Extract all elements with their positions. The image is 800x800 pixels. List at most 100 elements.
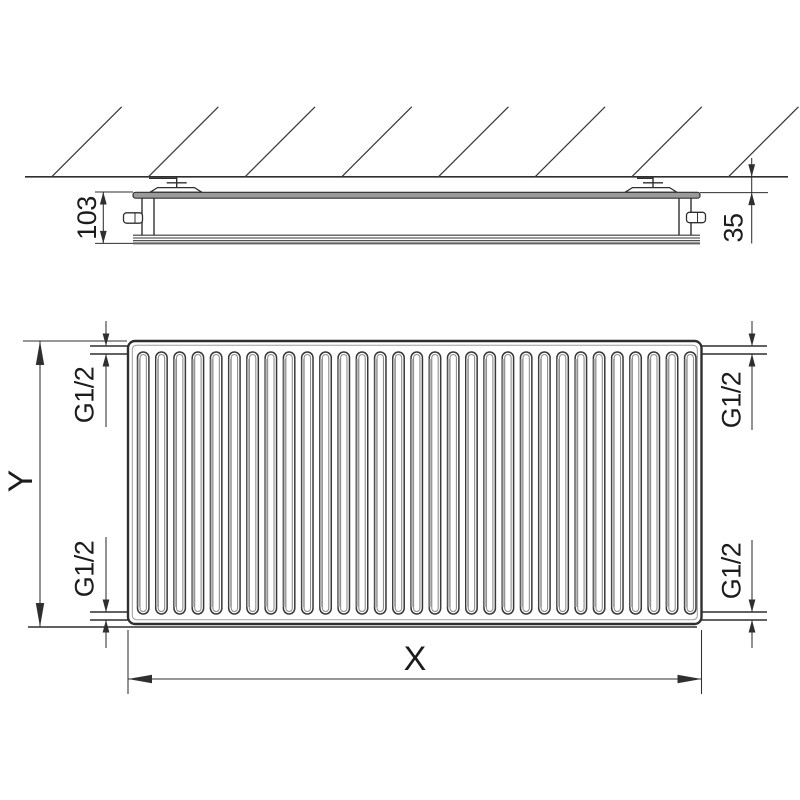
connection-thread-label: G1/2 [716, 372, 746, 429]
fin-inner-channel [139, 353, 147, 613]
connection-stub-bottom-right [701, 611, 767, 621]
fin-inner-channel [267, 353, 275, 613]
fin [683, 351, 697, 615]
fin [300, 351, 314, 615]
connection-thread-label: G1/2 [69, 367, 99, 424]
fin [373, 351, 387, 615]
fin-inner-channel [485, 353, 494, 613]
fin [209, 351, 223, 615]
fin [629, 351, 643, 615]
fin [319, 351, 333, 615]
radiator-inner-outline [131, 344, 698, 621]
fin [392, 351, 405, 615]
arrowhead-up [102, 354, 110, 367]
dimension-depth-103: 103 [72, 191, 133, 244]
fin-inner-channel [248, 353, 257, 613]
dimension-connection-top-left: G1/2 [69, 321, 110, 427]
fin [264, 351, 278, 615]
side-connection-left [122, 212, 144, 224]
connection-stub-top-left [90, 345, 128, 355]
fin [464, 351, 478, 615]
hatch-line [728, 106, 799, 178]
arrowhead-right [677, 674, 702, 684]
connection-fitting [122, 212, 144, 224]
fin-inner-channel [358, 353, 366, 613]
hatch-line [51, 106, 123, 178]
connection-thread-label: G1/2 [69, 541, 99, 598]
hatch-line [341, 106, 413, 178]
arrowhead-down [748, 164, 756, 177]
arrowhead-up [748, 354, 756, 367]
side-back-panel [132, 191, 701, 199]
connection-stub-top-right [701, 345, 767, 355]
dimension-wall-distance-35: 35 [700, 158, 768, 244]
wall-distance-dimension-label: 35 [718, 213, 748, 242]
fin-inner-channel [212, 353, 220, 613]
top-view-side-section: 103 35 [25, 106, 799, 245]
fin-inner-channel [558, 353, 567, 613]
fin-inner-channel [631, 353, 640, 613]
fin-inner-channel [613, 353, 622, 613]
dimension-connection-bottom-right: G1/2 [716, 540, 756, 648]
fin-inner-channel [412, 353, 421, 613]
fin-inner-channel [540, 353, 549, 613]
fin [446, 351, 460, 615]
fin-inner-channel [504, 353, 512, 613]
fin [246, 351, 260, 615]
fin-inner-channel [577, 353, 585, 613]
fin-inner-channel [467, 353, 476, 613]
fin [574, 351, 588, 615]
fin [556, 351, 570, 615]
radiator-side-profile [122, 191, 707, 245]
fin-inner-channel [285, 353, 293, 613]
arrowhead-down [102, 599, 110, 612]
dimension-connection-bottom-left: G1/2 [69, 537, 110, 648]
fin-inner-channel [668, 353, 676, 613]
connection-fitting [685, 211, 707, 224]
arrowhead-up [748, 192, 756, 206]
arrowhead-up [748, 620, 756, 633]
hatch-line [631, 106, 703, 178]
wall-hatching [51, 106, 799, 178]
arrowhead-up [35, 341, 45, 365]
fin [537, 351, 551, 615]
fin [592, 351, 606, 615]
fin [501, 351, 515, 615]
fin-inner-channel [175, 353, 184, 613]
width-dimension-label: X [404, 640, 427, 678]
arrowhead-left [128, 674, 152, 684]
height-dimension-label: Y [2, 470, 40, 493]
fin [428, 351, 442, 615]
fin-inner-channel [303, 353, 312, 613]
dimension-height-y: Y [2, 340, 127, 627]
arrowhead-down [102, 333, 110, 346]
fin-inner-channel [522, 353, 530, 613]
fin [227, 351, 241, 615]
fin-inner-channel [650, 353, 658, 613]
fin-inner-channel [595, 353, 603, 613]
fin-inner-channel [230, 353, 239, 613]
arrowhead-down [748, 333, 756, 346]
side-connection-right [685, 211, 707, 224]
fin [154, 351, 168, 615]
arrowhead-down [748, 599, 756, 612]
arrowhead-up [99, 192, 107, 205]
fin [355, 351, 369, 615]
bracket-foot [622, 186, 680, 193]
fin [610, 351, 624, 615]
fin-inner-channel [340, 353, 348, 613]
front-view: Y X G1/2 G1/2 [2, 321, 767, 694]
hatch-line [534, 106, 606, 178]
depth-dimension-label: 103 [72, 196, 102, 240]
fin [483, 351, 497, 615]
fin-inner-channel [449, 353, 457, 613]
arrowhead-up [102, 620, 110, 633]
dimension-connection-top-right: G1/2 [716, 321, 756, 430]
radiator-fins [136, 351, 697, 615]
fin-inner-channel [431, 353, 439, 613]
hatch-line [437, 106, 509, 178]
fin [647, 351, 661, 615]
hatch-line [244, 106, 316, 178]
